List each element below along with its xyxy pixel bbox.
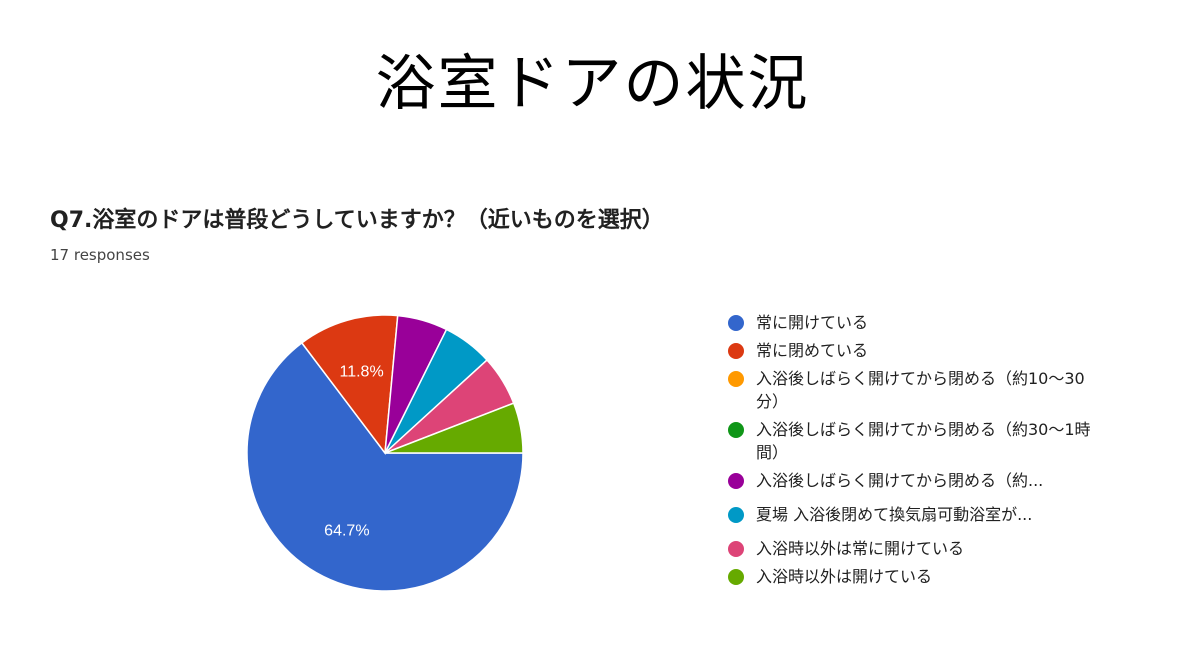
legend-item[interactable]: 入浴後しばらく開けてから閉める（約10〜30分）: [728, 367, 1128, 413]
legend-label: 入浴時以外は開けている: [756, 567, 933, 586]
legend-swatch: [728, 473, 744, 489]
legend-swatch: [728, 343, 744, 359]
legend-swatch: [728, 569, 744, 585]
legend-swatch: [728, 315, 744, 331]
question-title: Q7.浴室のドアは普段どうしていますか？（近いものを選択）: [50, 208, 664, 233]
pie-slice[interactable]: [246, 341, 524, 592]
legend-item[interactable]: 常に閉めている: [728, 339, 1128, 362]
pie-chart: 64.7% 11.8%: [246, 314, 524, 592]
legend-label: 入浴後しばらく開けてから閉める（約10〜30分）: [756, 369, 1085, 411]
legend-swatch: [728, 371, 744, 387]
pie-slice[interactable]: [384, 402, 524, 454]
legend-item[interactable]: 入浴時以外は常に開けている: [728, 537, 1128, 560]
legend-item[interactable]: 常に開けている: [728, 311, 1128, 334]
legend-label: 常に閉めている: [756, 341, 869, 360]
legend-label: 入浴時以外は常に開けている: [756, 539, 965, 558]
slide-title: 浴室ドアの状況: [375, 49, 810, 119]
pie-data-label: 64.7%: [324, 523, 369, 540]
legend-swatch: [728, 507, 744, 523]
legend-swatch: [728, 422, 744, 438]
chart-legend: 常に開けている 常に閉めている 入浴後しばらく開けてから閉める（約10〜30分）…: [728, 311, 1128, 593]
pie-slice[interactable]: [300, 314, 399, 455]
legend-item[interactable]: 入浴時以外は開けている: [728, 565, 1128, 588]
legend-item[interactable]: 入浴後しばらく開けてから閉める（約30〜1時間）: [728, 418, 1128, 464]
legend-label: 夏場 入浴後閉めて換気扇可動浴室が...: [756, 505, 1033, 524]
legend-label: 常に開けている: [756, 313, 869, 332]
response-count: 17 responses: [50, 246, 150, 264]
legend-label: 入浴後しばらく開けてから閉める（約30〜1時間）: [756, 420, 1091, 462]
legend-swatch: [728, 541, 744, 557]
pie-data-label: 11.8%: [339, 364, 383, 381]
legend-label: 入浴後しばらく開けてから閉める（約...: [756, 471, 1044, 490]
legend-item[interactable]: 入浴後しばらく開けてから閉める（約...: [728, 469, 1128, 498]
legend-item[interactable]: 夏場 入浴後閉めて換気扇可動浴室が...: [728, 503, 1128, 532]
